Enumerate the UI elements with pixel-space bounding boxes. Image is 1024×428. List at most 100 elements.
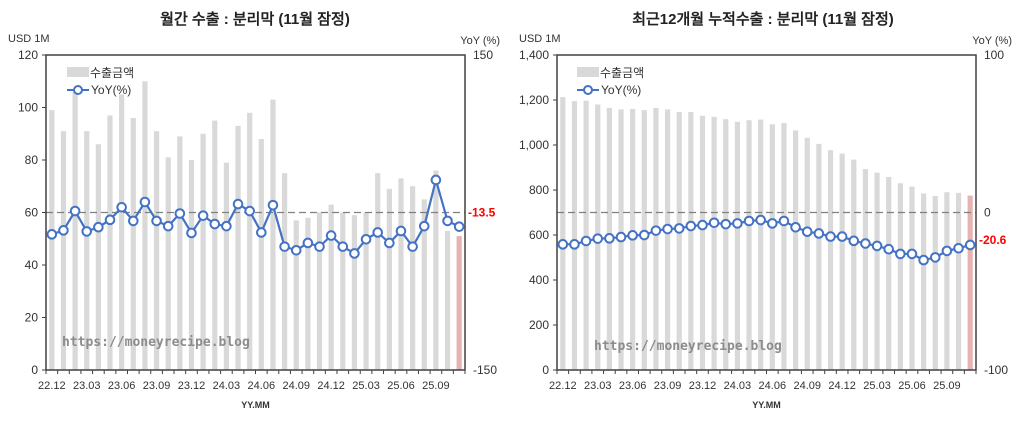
bar [955, 192, 962, 370]
bar [827, 150, 834, 370]
yoy-point [151, 215, 162, 227]
yoy-point [895, 248, 906, 260]
yoy-point [708, 217, 720, 229]
bar [921, 193, 927, 370]
yoy-point [732, 218, 743, 229]
yoy-point [557, 239, 569, 250]
y-tick-label: 1,200 [519, 93, 549, 107]
x-tick-label: 25.03 [863, 380, 891, 392]
bar [398, 178, 404, 370]
bar [897, 183, 903, 370]
y2-tick-label: 150 [473, 48, 493, 62]
bar [723, 119, 729, 370]
yoy-point [953, 242, 964, 254]
bar [804, 137, 810, 370]
x-tick-label: 24.12 [317, 380, 345, 392]
yoy-point [46, 229, 58, 240]
bar [188, 160, 195, 370]
legend-bar-label: 수출금액 [600, 66, 644, 80]
legend-marker [73, 85, 83, 95]
chart-2: 최근12개월 누적수출 : 분리막 (11월 잠정) USD 1M YoY (%) 0… [519, 10, 1012, 410]
yoy-point [836, 231, 848, 242]
yoy-point [860, 238, 871, 249]
last-value-label: -20.6 [979, 233, 1007, 247]
bar [60, 131, 67, 370]
x-tick-label: 22.12 [549, 380, 577, 392]
bar [200, 133, 206, 370]
y2-tick-label: -150 [473, 363, 497, 377]
yoy-point [883, 243, 895, 255]
yoy-point [638, 229, 650, 241]
bar [874, 172, 880, 370]
yoy-point [279, 241, 290, 252]
y-tick-label: 0 [31, 363, 38, 377]
yoy-point [685, 220, 697, 232]
y2-axis-unit: YoY (%) [972, 35, 1012, 47]
x-tick-label: 23.09 [654, 380, 682, 392]
x-tick-label: 23.12 [689, 380, 717, 392]
y2-tick-label: 100 [984, 48, 1004, 62]
x-tick-label: 23.12 [178, 380, 206, 392]
yoy-point [825, 231, 836, 242]
yoy-point [232, 198, 244, 210]
bar [758, 119, 764, 370]
bar [769, 124, 775, 370]
bar [153, 131, 160, 370]
yoy-point [209, 218, 221, 230]
legend-line-label: YoY(%) [91, 83, 131, 97]
chart-1: 월간 수출 : 분리막 (11월 잠정) USD 1M YoY (%) 0 20 40 60… [8, 10, 500, 410]
bar [386, 188, 392, 370]
x-tick-label: 25.06 [387, 380, 415, 392]
y-tick-label: 120 [18, 48, 38, 62]
x-tick-label: 24.03 [213, 380, 241, 392]
yoy-point [116, 201, 127, 213]
yoy-point [430, 174, 442, 186]
yoy-point [743, 215, 755, 227]
y-axis-unit: USD 1M [8, 33, 50, 45]
yoy-point [650, 225, 662, 236]
yoy-point [941, 245, 953, 257]
yoy-point [848, 235, 860, 247]
yoy-point [673, 223, 685, 234]
yoy-point [58, 225, 69, 236]
bar [583, 100, 589, 371]
y2-axis-unit: YoY (%) [460, 35, 500, 47]
yoy-point [929, 252, 941, 263]
yoy-point [790, 222, 801, 233]
yoy-point [395, 225, 407, 237]
y-tick-label: 40 [25, 258, 39, 272]
y-tick-label: 60 [25, 206, 39, 220]
yoy-point [801, 226, 813, 238]
yoy-point [81, 226, 93, 237]
yoy-point [314, 241, 325, 252]
bar [944, 192, 950, 370]
yoy-point [93, 221, 104, 233]
x-tick-label: 25.09 [933, 380, 961, 392]
bar [886, 176, 892, 370]
y-tick-label: 400 [529, 273, 549, 287]
bar [851, 159, 857, 370]
yoy-point [197, 210, 209, 221]
bar [909, 186, 915, 370]
bar [410, 186, 416, 370]
x-tick-label: 23.03 [73, 380, 101, 392]
bar [653, 107, 659, 370]
x-tick-label: 23.03 [584, 380, 612, 392]
yoy-point [360, 233, 372, 245]
yoy-point [569, 239, 580, 250]
yoy-point [592, 233, 604, 244]
yoy-point [256, 227, 267, 238]
yoy-point [302, 237, 314, 249]
x-tick-label: 24.09 [282, 380, 310, 392]
yoy-point [442, 215, 453, 227]
bar [792, 130, 799, 370]
x-tick-label: 22.12 [38, 380, 66, 392]
yoy-point [244, 205, 255, 217]
y2-tick-label: 0 [984, 206, 991, 220]
bar [212, 120, 218, 370]
bar [281, 173, 288, 370]
x-axis-title: YY.MM [241, 400, 270, 410]
yoy-point [767, 218, 778, 229]
bar [107, 115, 113, 370]
